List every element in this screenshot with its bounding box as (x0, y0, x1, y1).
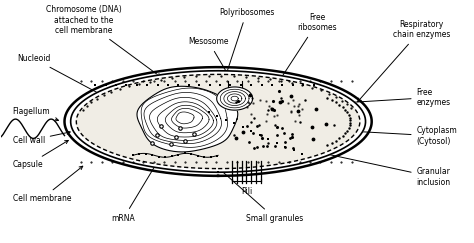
Text: Pili: Pili (241, 187, 252, 196)
Text: Nucleoid: Nucleoid (17, 54, 134, 113)
Polygon shape (76, 74, 360, 169)
Polygon shape (217, 87, 253, 110)
Text: Cell wall: Cell wall (12, 131, 70, 145)
Text: Polyribosomes: Polyribosomes (219, 8, 274, 81)
Text: Cytoplasm
(Cytosol): Cytoplasm (Cytosol) (269, 125, 457, 146)
Text: Flagellum: Flagellum (12, 107, 58, 121)
Text: Granular
inclusion: Granular inclusion (269, 141, 451, 187)
Text: Respiratory
chain enzymes: Respiratory chain enzymes (358, 20, 450, 102)
Polygon shape (64, 67, 372, 176)
Text: Capsule: Capsule (12, 140, 68, 169)
Text: Free
ribosomes: Free ribosomes (267, 13, 337, 99)
Polygon shape (71, 71, 365, 172)
Text: Small granules: Small granules (188, 141, 303, 223)
Text: Cell membrane: Cell membrane (12, 166, 83, 203)
Text: Free
enzymes: Free enzymes (279, 88, 451, 108)
Text: Chromosome (DNA)
attached to the
cell membrane: Chromosome (DNA) attached to the cell me… (46, 5, 161, 77)
Polygon shape (137, 86, 238, 152)
Text: Mesosome: Mesosome (188, 37, 233, 82)
Text: mRNA: mRNA (112, 159, 159, 223)
